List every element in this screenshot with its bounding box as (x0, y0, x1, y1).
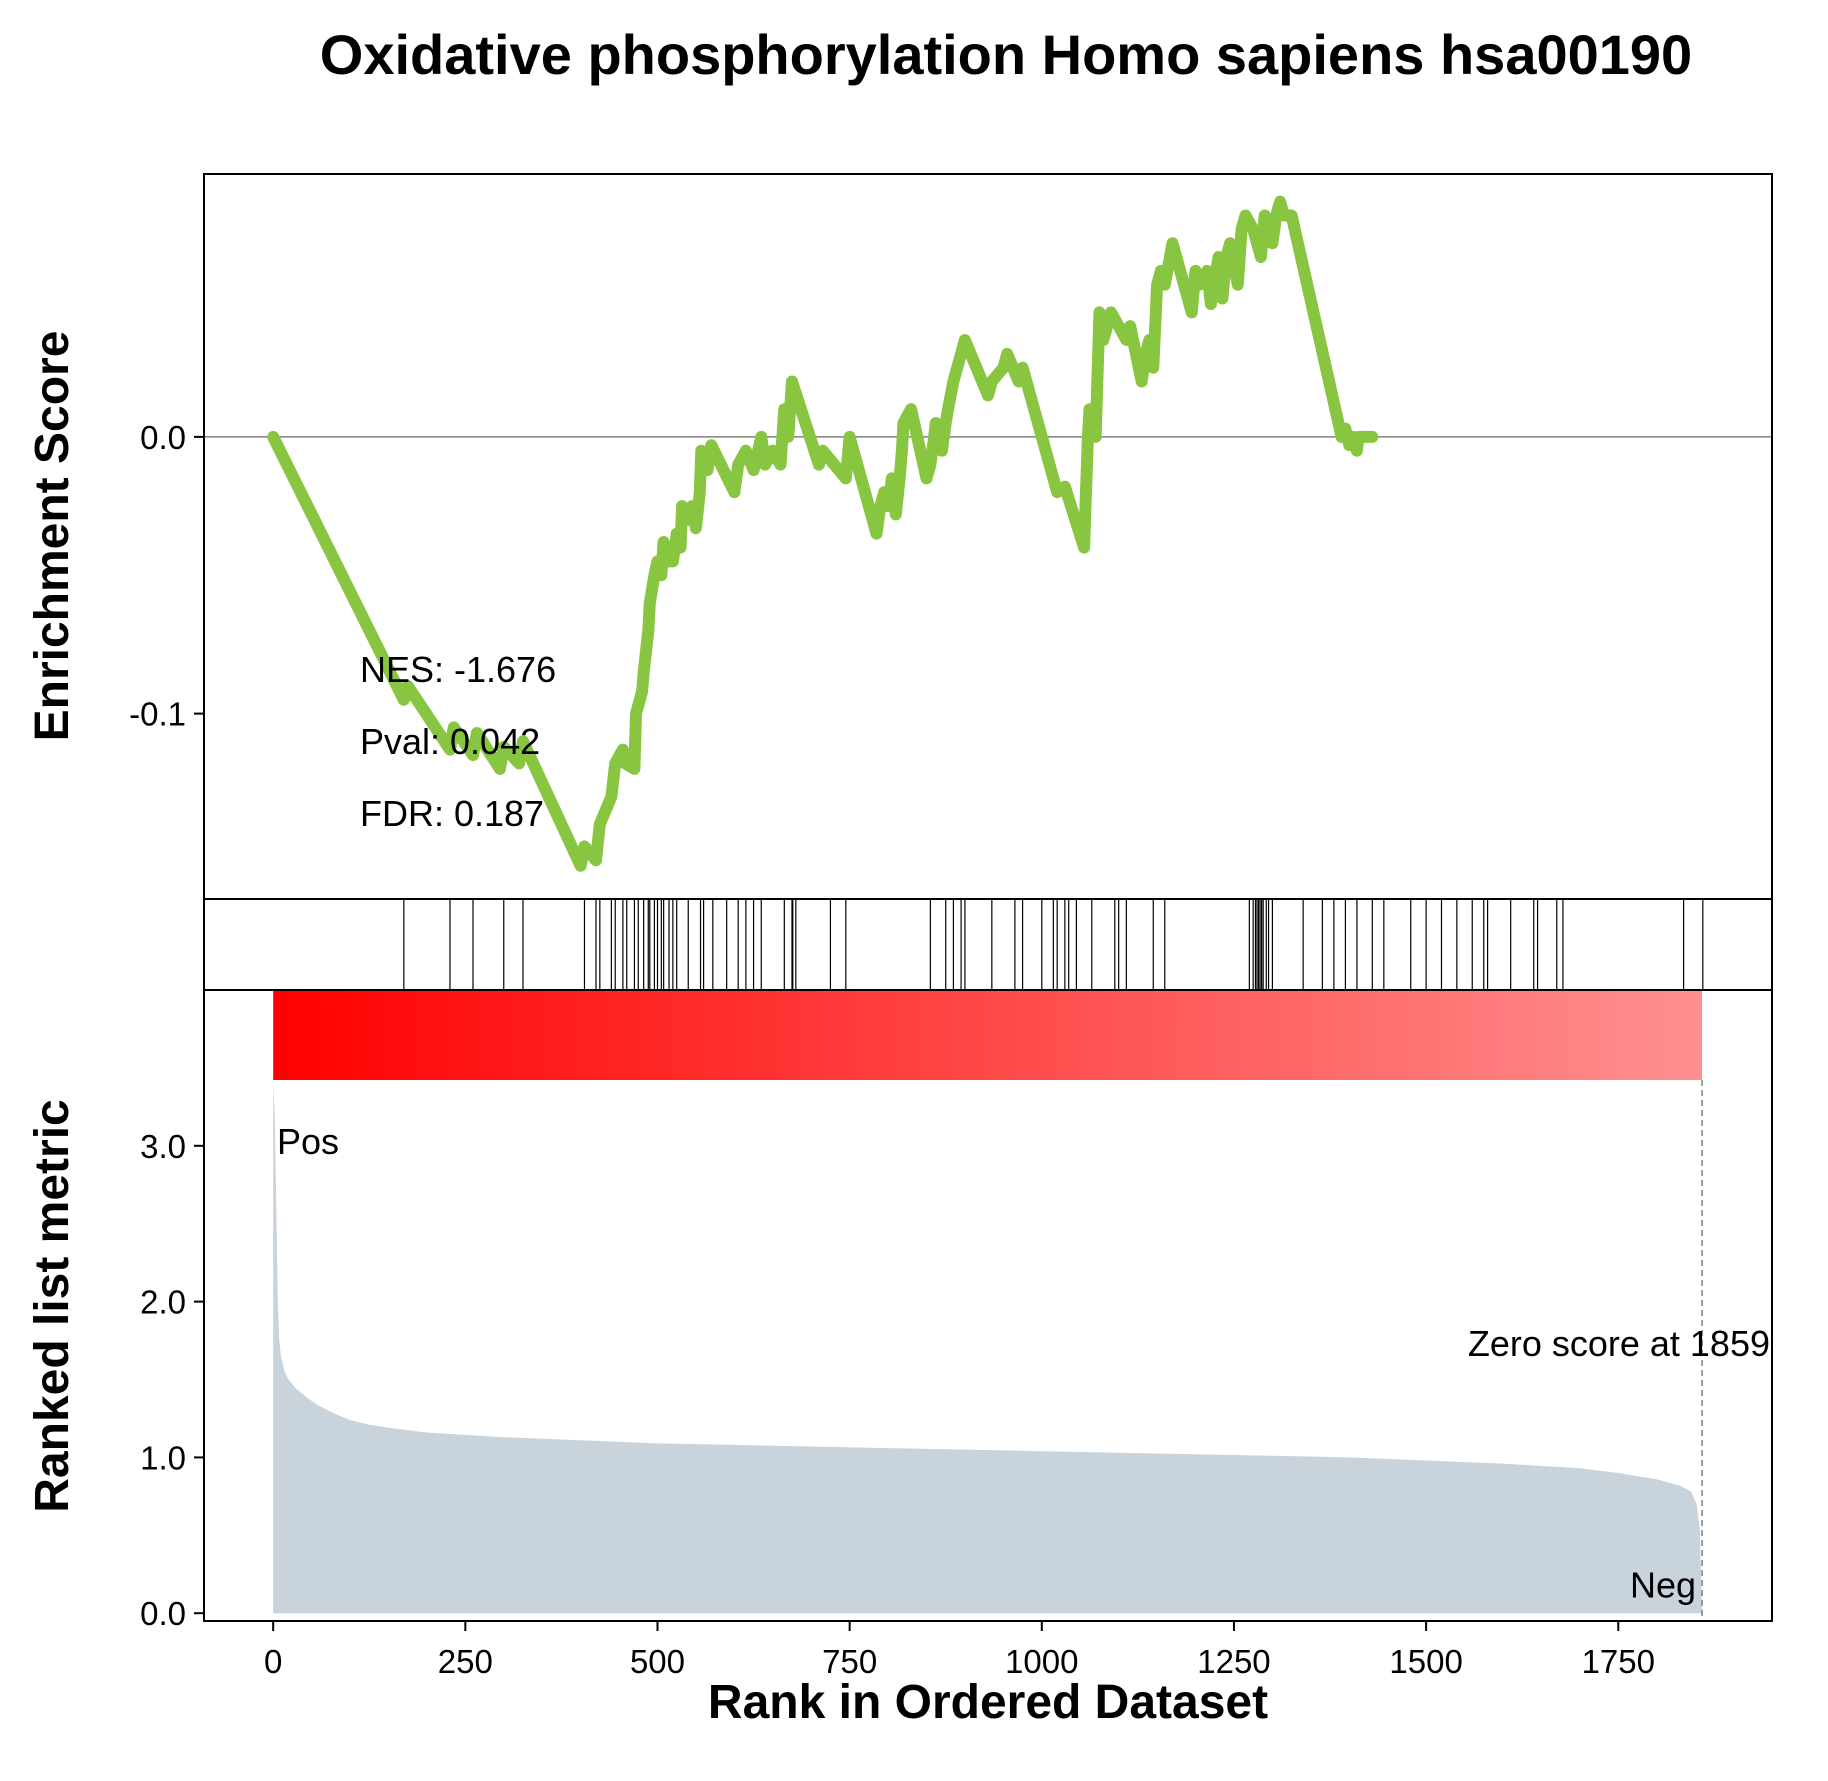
x-tick-label: 750 (822, 1643, 877, 1680)
enrichment-frame (203, 173, 1773, 900)
neg-label: Neg (1630, 1565, 1696, 1606)
metric-y-tick-label: 2.0 (140, 1284, 186, 1321)
pval-annotation: Pval: 0.042 (360, 721, 540, 762)
x-tick-label: 250 (438, 1643, 493, 1680)
enrichment-y-label: Enrichment Score (26, 331, 79, 742)
rank-gradient-bar (273, 990, 1703, 1080)
zero-score-annotation: Zero score at 1859 (1468, 1323, 1770, 1364)
metric-y-tick-label: 1.0 (140, 1439, 186, 1476)
x-tick-label: 0 (264, 1643, 282, 1680)
enrichment-score-line (267, 195, 1379, 872)
metric-panel: Pos Neg Zero score at 1859 0.01.02.03.0 … (26, 989, 1773, 1729)
x-tick-label: 1000 (1005, 1643, 1078, 1680)
enrichment-panel: -0.1 0.0 NES: -1.676 Pval: 0.042 FDR: 0.1… (26, 173, 1773, 900)
fdr-annotation: FDR: 0.187 (360, 793, 544, 834)
enrichment-y-tick-label: 0.0 (140, 419, 186, 456)
metric-frame (203, 989, 1773, 1622)
enrichment-y-tick-label: -0.1 (129, 696, 186, 733)
x-tick-label: 500 (630, 1643, 685, 1680)
x-tick-label: 1750 (1582, 1643, 1655, 1680)
chart-title: Oxidative phosphorylation Homo sapiens h… (320, 23, 1692, 86)
pos-label: Pos (277, 1121, 339, 1162)
x-axis-label: Rank in Ordered Dataset (708, 1676, 1268, 1729)
metric-y-tick-label: 3.0 (140, 1128, 186, 1165)
x-tick-label: 1500 (1389, 1643, 1462, 1680)
x-tick-label: 1250 (1197, 1643, 1270, 1680)
metric-area (273, 1083, 1703, 1614)
metric-y-label: Ranked list metric (26, 1099, 79, 1512)
metric-y-tick-label: 0.0 (140, 1595, 186, 1632)
nes-annotation: NES: -1.676 (360, 649, 556, 690)
hits-frame (203, 898, 1773, 991)
hits-panel (203, 898, 1773, 991)
